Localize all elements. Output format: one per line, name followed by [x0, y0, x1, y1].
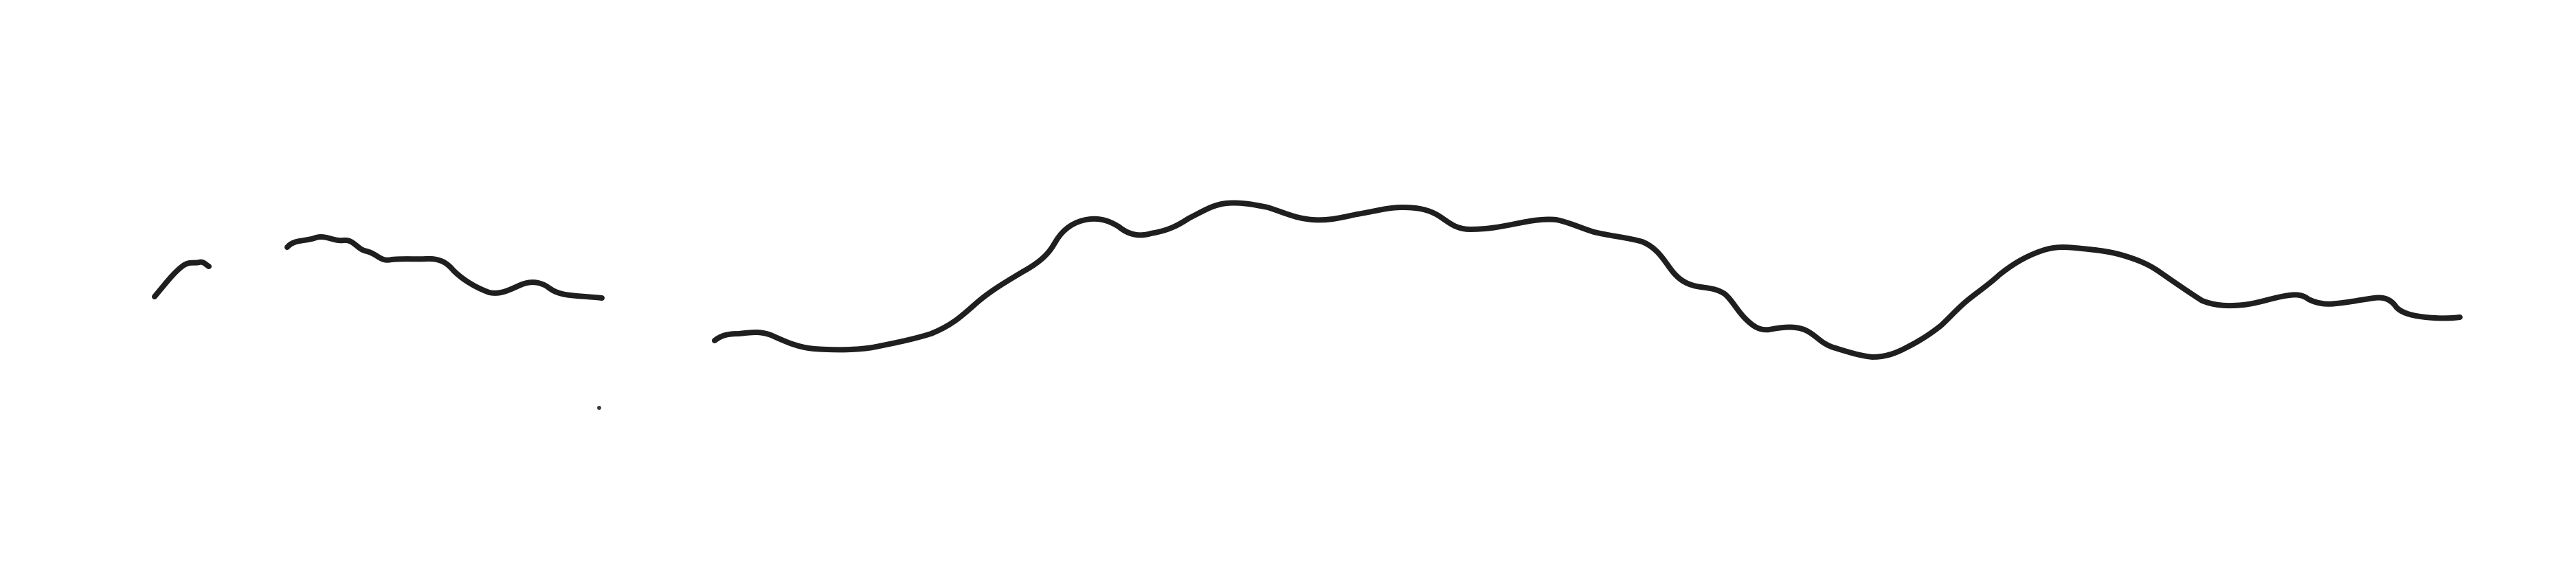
ink-speck	[597, 406, 601, 410]
left-wavy-stroke	[284, 234, 605, 301]
long-wavy-stroke	[712, 200, 2463, 360]
short-hook-stroke	[152, 259, 212, 299]
